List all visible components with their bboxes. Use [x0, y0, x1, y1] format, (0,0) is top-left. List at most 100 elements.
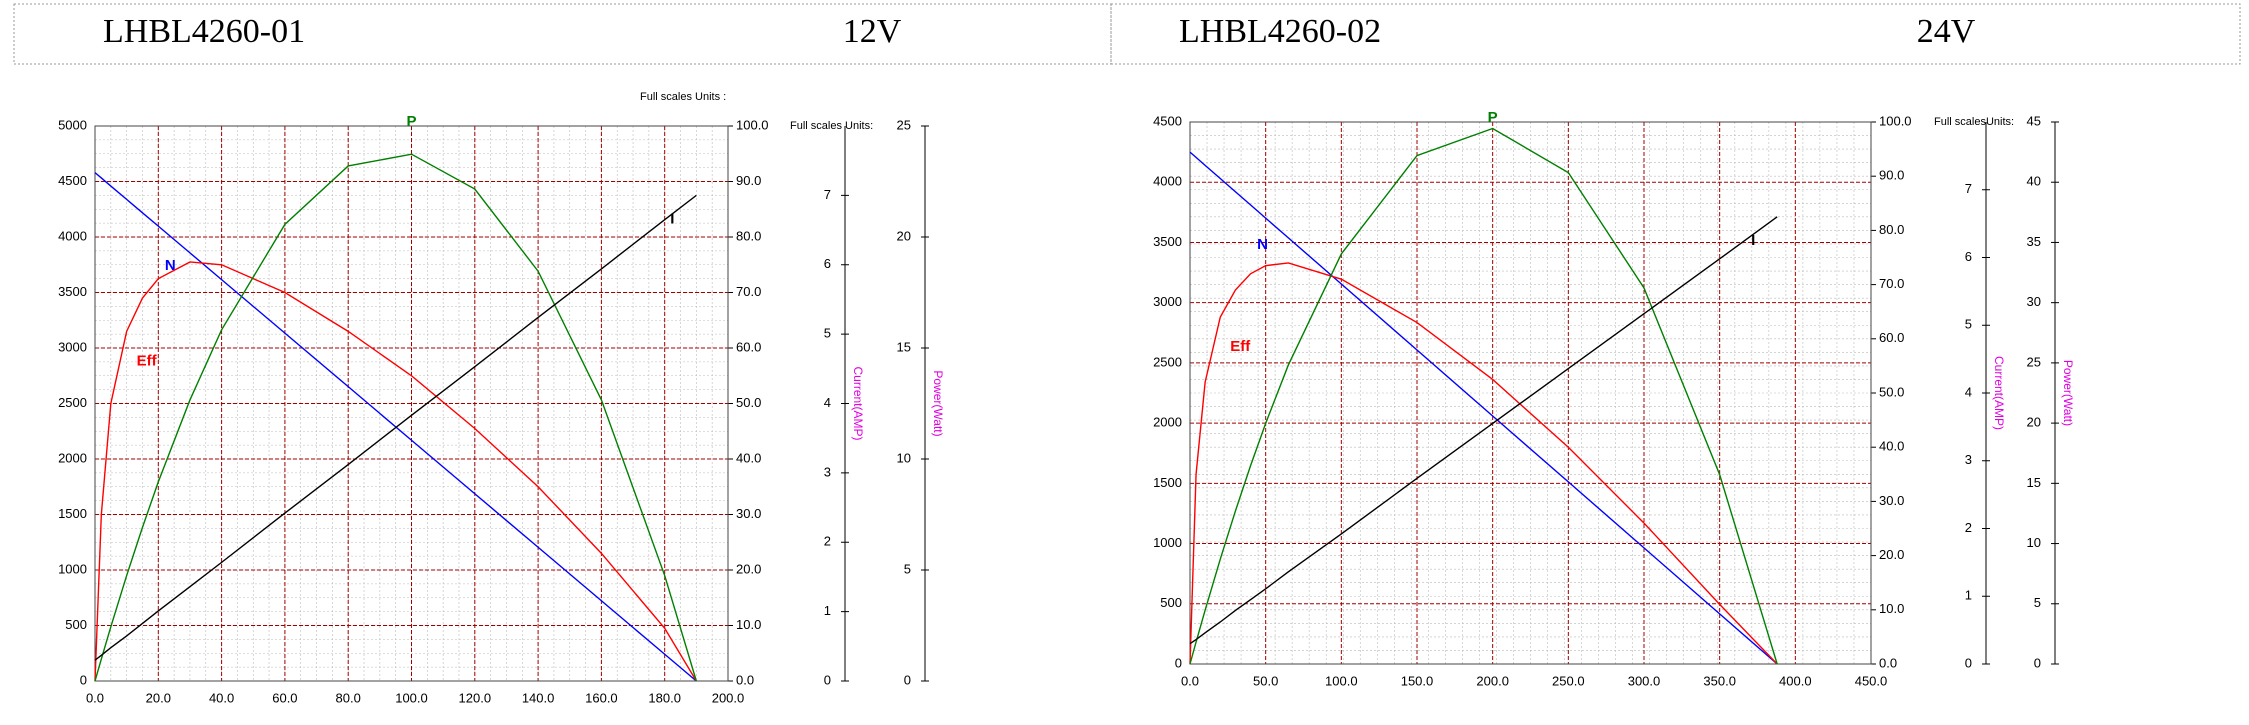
y3-tick-label: 4 — [1965, 384, 1972, 399]
y2-tick-label: 80.0 — [736, 228, 761, 243]
x-tick-label: 80.0 — [336, 690, 361, 705]
y-tick-label: 1500 — [58, 506, 87, 521]
y-tick-label: 2000 — [58, 450, 87, 465]
y2-tick-label: 10.0 — [1879, 601, 1904, 616]
y-tick-label: 500 — [65, 617, 87, 632]
x-tick-label: 160.0 — [585, 690, 618, 705]
y4-tick-label: 45 — [2027, 113, 2041, 128]
series-line — [94, 172, 697, 682]
x-tick-label: 60.0 — [272, 690, 297, 705]
series-label: P — [406, 113, 416, 130]
y-tick-label: 4000 — [58, 228, 87, 243]
y3-tick-label: 1 — [824, 603, 831, 618]
y3-axis-title: Current(AMP) — [851, 366, 865, 440]
y3-tick-label: 4 — [824, 395, 831, 410]
y3-tick-label: 0 — [824, 672, 831, 687]
y3-tick-label: 6 — [824, 256, 831, 271]
header-box — [1110, 3, 2241, 65]
y4-tick-label: 30 — [2027, 294, 2041, 309]
y2-tick-label: 30.0 — [1879, 493, 1904, 508]
y2-tick-label: 70.0 — [736, 284, 761, 299]
y3-tick-label: 3 — [824, 464, 831, 479]
y2-tick-label: 100.0 — [736, 117, 769, 132]
series-line — [94, 153, 698, 682]
y2-tick-label: 60.0 — [1879, 330, 1904, 345]
y4-tick-label: 5 — [904, 561, 911, 576]
x-tick-label: 350.0 — [1703, 673, 1736, 688]
y4-tick-label: 25 — [897, 117, 911, 132]
y4-tick-label: 20 — [2027, 415, 2041, 430]
y2-tick-label: 90.0 — [1879, 168, 1904, 183]
x-tick-label: 300.0 — [1628, 673, 1661, 688]
y-tick-label: 3500 — [58, 284, 87, 299]
y2-tick-label: 20.0 — [736, 561, 761, 576]
y3-tick-label: 5 — [1965, 317, 1972, 332]
y3-tick-label: 5 — [824, 326, 831, 341]
x-tick-label: 100.0 — [1325, 673, 1358, 688]
y-tick-label: 4500 — [1153, 113, 1182, 128]
series-line — [94, 194, 697, 661]
y4-tick-label: 10 — [2027, 535, 2041, 550]
y2-tick-label: 90.0 — [736, 173, 761, 188]
x-tick-label: 0.0 — [86, 690, 104, 705]
y4-tick-label: 40 — [2027, 174, 2041, 189]
series-line — [1189, 151, 1778, 665]
y2-tick-label: 40.0 — [1879, 439, 1904, 454]
y4-tick-label: 5 — [2034, 595, 2041, 610]
y3-tick-label: 6 — [1965, 249, 1972, 264]
plot-frame — [1189, 121, 1872, 665]
x-tick-label: 140.0 — [522, 690, 555, 705]
y-tick-label: 2500 — [1153, 354, 1182, 369]
series-line — [1189, 262, 1778, 665]
series-label: I — [1751, 232, 1755, 249]
chart-title: LHBL4260-01 — [103, 13, 305, 50]
series-line — [94, 261, 697, 682]
units-label: Full scalesUnits: — [1934, 116, 2014, 128]
y2-tick-label: 100.0 — [1879, 113, 1912, 128]
series-line — [1189, 216, 1778, 645]
x-tick-label: 180.0 — [648, 690, 681, 705]
x-tick-label: 120.0 — [459, 690, 492, 705]
y4-tick-label: 0 — [2034, 655, 2041, 670]
y2-tick-label: 70.0 — [1879, 276, 1904, 291]
y2-tick-label: 0.0 — [736, 672, 754, 687]
y2-tick-label: 20.0 — [1879, 547, 1904, 562]
x-tick-label: 200.0 — [1476, 673, 1509, 688]
chart-title: LHBL4260-02 — [1179, 13, 1381, 50]
y4-tick-label: 25 — [2027, 354, 2041, 369]
y-tick-label: 4000 — [1153, 174, 1182, 189]
y-tick-label: 1000 — [1153, 535, 1182, 550]
x-tick-label: 200.0 — [712, 690, 745, 705]
x-tick-label: 250.0 — [1552, 673, 1585, 688]
series-label: N — [1257, 236, 1268, 253]
y3-tick-label: 1 — [1965, 588, 1972, 603]
y-tick-label: 0 — [1175, 655, 1182, 670]
y3-tick-label: 3 — [1965, 452, 1972, 467]
y3-tick-label: 7 — [1965, 181, 1972, 196]
series-label: Eff — [1230, 338, 1251, 355]
x-tick-label: 450.0 — [1855, 673, 1888, 688]
y2-tick-label: 40.0 — [736, 450, 761, 465]
y-tick-label: 1500 — [1153, 475, 1182, 490]
units-label: Full scales Units : — [640, 91, 726, 103]
units-label: Full scales Units: — [790, 120, 873, 132]
y2-tick-label: 60.0 — [736, 339, 761, 354]
x-tick-label: 100.0 — [395, 690, 428, 705]
y3-tick-label: 2 — [824, 534, 831, 549]
y-tick-label: 2500 — [58, 395, 87, 410]
series-label: Eff — [137, 352, 158, 369]
y-tick-label: 3000 — [1153, 294, 1182, 309]
y-tick-label: 1000 — [58, 561, 87, 576]
y4-tick-label: 15 — [2027, 475, 2041, 490]
y3-tick-label: 2 — [1965, 520, 1972, 535]
y2-tick-label: 50.0 — [1879, 384, 1904, 399]
plot-frame — [94, 125, 729, 682]
x-tick-label: 50.0 — [1253, 673, 1278, 688]
y-tick-label: 500 — [1160, 595, 1182, 610]
y-tick-label: 2000 — [1153, 415, 1182, 430]
y3-tick-label: 0 — [1965, 655, 1972, 670]
x-tick-label: 150.0 — [1401, 673, 1434, 688]
x-tick-label: 20.0 — [146, 690, 171, 705]
y2-tick-label: 50.0 — [736, 395, 761, 410]
